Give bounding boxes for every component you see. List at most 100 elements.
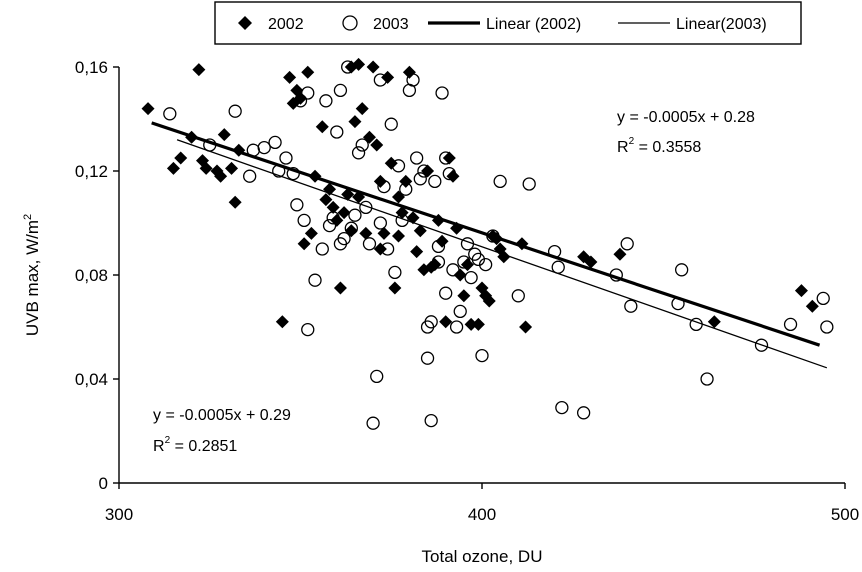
point-2002: [352, 57, 366, 71]
point-2003: [163, 107, 177, 121]
point-2003: [820, 320, 834, 334]
point-2003: [388, 265, 402, 280]
point-2002: [794, 284, 808, 298]
point-2002: [805, 299, 819, 313]
equation-2002-r2: R2 = 0.3558: [617, 136, 701, 156]
point-2003: [268, 135, 282, 150]
point-2003: [816, 291, 830, 306]
point-2003: [322, 218, 337, 233]
point-2002: [304, 226, 318, 240]
r2-prefix: R: [617, 139, 629, 156]
y-tick-label: 0,08: [75, 266, 108, 285]
point-2002: [185, 130, 199, 144]
y-tick-label: 0,12: [75, 162, 108, 181]
point-2002: [381, 70, 395, 84]
point-2003: [272, 164, 286, 178]
point-2002: [392, 229, 406, 243]
point-2003: [439, 286, 453, 300]
point-2003: [431, 255, 446, 269]
point-2003: [395, 213, 409, 228]
point-2002: [377, 226, 391, 240]
legend-marker-2003: [342, 15, 358, 31]
x-axis-ticks: 300 400 500: [105, 483, 859, 524]
point-2002: [392, 190, 406, 204]
x-axis-title: Total ozone, DU: [422, 547, 543, 566]
point-2003: [410, 151, 424, 165]
point-2002: [166, 161, 180, 175]
point-2003: [624, 299, 638, 313]
x-tick-label: 500: [831, 505, 859, 524]
point-2003: [460, 237, 475, 251]
point-2002: [352, 190, 366, 204]
point-2002: [584, 255, 598, 269]
point-2003: [297, 213, 311, 228]
point-2003: [486, 229, 500, 243]
r2-prefix: R: [153, 438, 165, 455]
point-2002: [464, 317, 478, 331]
point-2003: [301, 86, 315, 100]
point-2002: [341, 187, 355, 201]
legend-label-2002: 2002: [268, 16, 304, 33]
point-2003: [370, 369, 384, 384]
point-2003: [576, 406, 591, 420]
point-2002: [453, 268, 467, 282]
point-2002: [402, 65, 416, 79]
point-2002: [294, 91, 307, 105]
point-2002: [192, 63, 206, 77]
point-2003: [783, 317, 798, 332]
point-2003: [700, 372, 714, 386]
point-2003: [351, 146, 366, 160]
point-2003: [406, 73, 420, 87]
point-2003: [348, 208, 362, 222]
point-2002: [613, 247, 627, 261]
legend-label-linear-2002: Linear (2002): [486, 16, 581, 33]
point-2002: [344, 224, 358, 238]
point-2003: [442, 166, 456, 181]
r2-sup: 2: [629, 136, 635, 147]
point-2003: [399, 182, 413, 196]
y-tick-label: 0,04: [75, 370, 108, 389]
point-2002: [413, 224, 427, 238]
point-2003: [377, 179, 391, 194]
y-axis-ticks: 0 0,04 0,08 0,12 0,16: [75, 58, 119, 493]
point-2002: [439, 315, 453, 329]
point-2002: [225, 161, 239, 175]
legend-marker-2002: [238, 16, 252, 30]
point-2002: [333, 281, 347, 295]
equation-2003: y = -0.0005x + 0.29 R2 = 0.2851: [153, 407, 291, 455]
point-2003: [547, 244, 562, 259]
point-2002: [283, 70, 297, 84]
point-2003: [333, 83, 348, 98]
point-2003: [449, 320, 464, 334]
point-2002: [388, 281, 402, 295]
point-2003: [330, 125, 344, 139]
point-2003: [413, 172, 427, 186]
y-axis-title: UVB max, W/m2: [22, 214, 42, 336]
point-2003: [431, 239, 446, 254]
legend-label-2003: 2003: [373, 16, 409, 33]
y-tick-label: 0,16: [75, 58, 108, 77]
r2-sup: 2: [165, 435, 171, 446]
point-2003: [380, 242, 395, 256]
data-points: [141, 57, 834, 430]
point-2003: [384, 117, 398, 131]
point-2002: [228, 195, 242, 209]
point-2003: [293, 94, 308, 108]
equation-2003-r2: R2 = 0.2851: [153, 435, 237, 455]
legend: 2002 2003 Linear (2002) Linear(2003): [214, 1, 802, 45]
point-2002: [326, 200, 340, 214]
point-2002: [519, 320, 533, 334]
point-2002: [217, 128, 231, 142]
point-2003: [319, 94, 333, 108]
point-2002: [355, 102, 369, 116]
point-2002: [366, 60, 380, 74]
x-tick-label: 300: [105, 505, 133, 524]
point-2002: [319, 193, 333, 207]
point-2002: [232, 143, 246, 157]
point-2002: [497, 250, 511, 264]
point-2003: [286, 166, 300, 181]
point-2003: [478, 257, 493, 272]
point-2002: [457, 289, 471, 303]
point-2003: [551, 260, 565, 274]
